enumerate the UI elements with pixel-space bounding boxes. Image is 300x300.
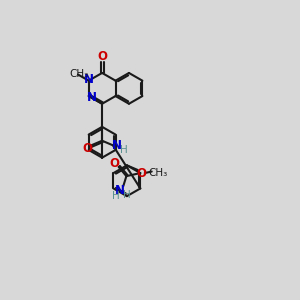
Text: O: O xyxy=(136,167,147,180)
Text: CH₃: CH₃ xyxy=(70,70,89,80)
Text: O: O xyxy=(82,142,92,155)
Text: H: H xyxy=(112,191,119,201)
Text: N: N xyxy=(84,73,94,85)
Text: O: O xyxy=(97,50,107,62)
Text: H: H xyxy=(120,145,128,155)
Text: H: H xyxy=(122,190,130,200)
Text: N: N xyxy=(87,91,97,104)
Text: O: O xyxy=(110,157,120,169)
Text: CH₃: CH₃ xyxy=(148,168,167,178)
Text: N: N xyxy=(112,139,122,152)
Text: N: N xyxy=(115,184,125,197)
